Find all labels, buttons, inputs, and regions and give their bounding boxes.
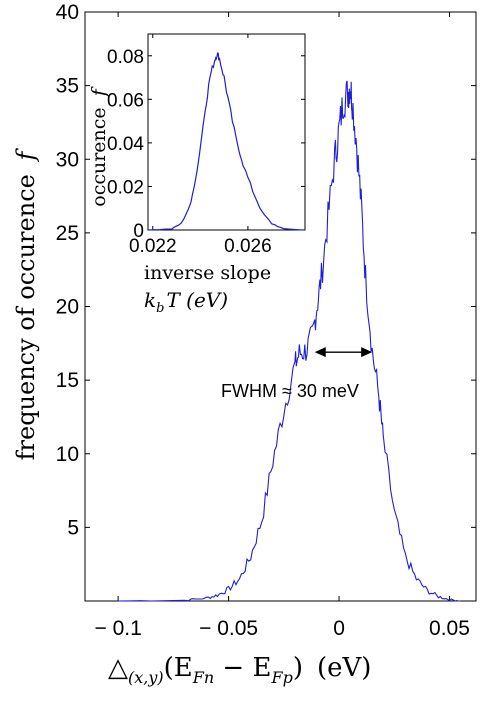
fwhm-arrowhead-left <box>314 347 326 358</box>
main-ytick-label-1: 10 <box>56 443 79 466</box>
main-ytick-label-4: 25 <box>56 222 79 245</box>
inset-ytick-label-0: 0 <box>133 221 144 242</box>
main-xtick-label-0: − 0.1 <box>94 617 141 640</box>
main-xtick-label-1: − 0.05 <box>199 617 258 640</box>
main-ylabel-symbol: f <box>12 148 40 163</box>
inset-ytick-label-3: 0.06 <box>107 90 144 111</box>
main-ytick-label-7: 40 <box>56 1 79 24</box>
inset-ylabel: occurence f <box>88 86 110 206</box>
main-ticks <box>85 11 476 601</box>
xlabel-sub-p: Fp <box>270 668 292 687</box>
main-ylabel: frequency of occurence f <box>12 148 40 461</box>
svg-text:occurence f: occurence f <box>88 86 110 206</box>
inset-xlabel-line1: inverse slope <box>144 262 271 284</box>
main-ylabel-text: frequency of occurence <box>12 174 40 460</box>
fwhm-label: FWHM ≈ 30 meV <box>221 381 359 401</box>
main-ytick-label-5: 30 <box>56 148 79 171</box>
xlabel-body: (E <box>164 653 193 683</box>
inset-ytick-label-1: 0.02 <box>107 177 144 198</box>
xlabel-subscript: (x,y) <box>128 668 164 687</box>
svg-text:frequency of occurence f: frequency of occurence f <box>12 148 40 461</box>
main-xtick-label-3: 0.05 <box>429 617 470 640</box>
inset-ylabel-text: occurence <box>88 107 110 206</box>
inset-xtick-label-1: 0.026 <box>224 236 272 257</box>
xlabel-delta: △ <box>108 653 128 683</box>
inset-plot-frame <box>147 33 306 231</box>
xlabel-unit: (eV) <box>317 653 371 683</box>
inset-ylabel-symbol: f <box>88 86 110 98</box>
main-series-line <box>118 80 461 602</box>
main-ytick-label-2: 15 <box>56 369 79 392</box>
main-tick-labels: − 0.1 − 0.05 0 0.05 5 10 15 20 25 30 35 40 <box>56 1 470 640</box>
fwhm-annotation: FWHM ≈ 30 meV <box>221 347 373 401</box>
inset-xlabel-rest: T (eV) <box>166 288 228 312</box>
main-xtick-label-2: 0 <box>333 617 345 640</box>
main-ytick-label-0: 5 <box>67 516 79 539</box>
inset-series-line <box>147 52 306 231</box>
inset-ytick-label-4: 0.08 <box>107 47 144 68</box>
fwhm-arrowhead-right <box>361 347 373 358</box>
main-xlabel: △(x,y)(EFn − EFp) (eV) <box>108 653 371 687</box>
inset-xlabel-k: k <box>144 288 156 312</box>
inset-tick-labels: 0.022 0.026 0 0.02 0.04 0.06 0.08 <box>107 47 272 257</box>
inset-xtick-label-0: 0.022 <box>129 236 177 257</box>
inset-xlabel-line2: kb T (eV) <box>144 288 228 316</box>
inset-ytick-label-2: 0.04 <box>107 134 144 155</box>
xlabel-close: ) <box>293 653 303 683</box>
xlabel-minus: − E <box>214 653 271 683</box>
xlabel-sub-n: Fn <box>192 668 214 687</box>
main-ytick-label-6: 35 <box>56 75 79 98</box>
main-ytick-label-3: 20 <box>56 296 79 319</box>
inset-xlabel-sub: b <box>156 301 164 316</box>
